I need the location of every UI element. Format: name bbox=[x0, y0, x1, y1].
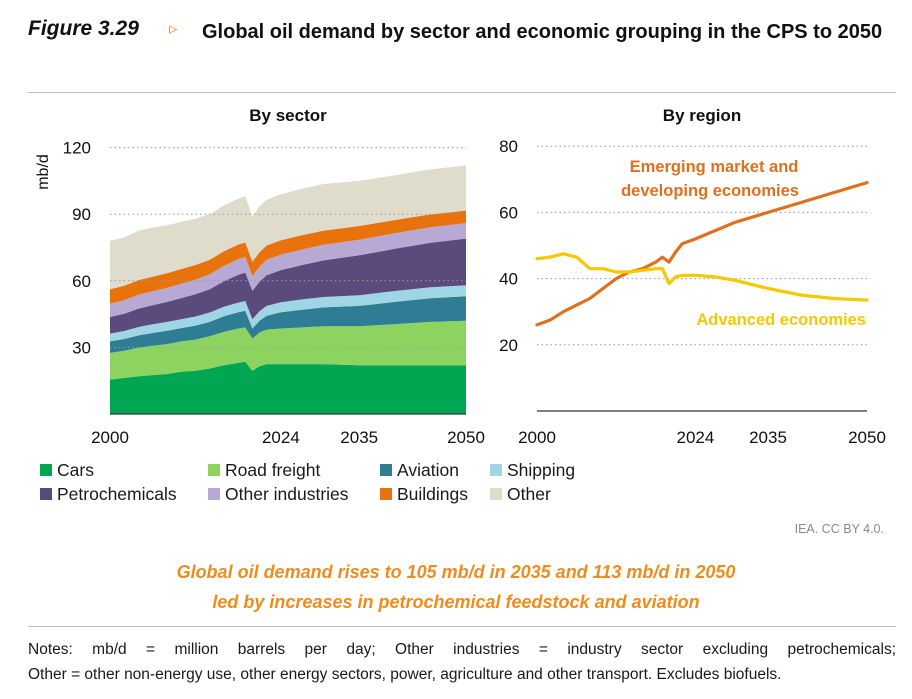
legend-item-aviation: Aviation bbox=[380, 459, 459, 481]
legend-label: Aviation bbox=[397, 460, 459, 480]
line-advanced-economies bbox=[535, 252, 869, 302]
area-aviation bbox=[110, 296, 466, 353]
figure-title: Global oil demand by sector and economic… bbox=[202, 21, 883, 43]
region-x-tick-2035: 2035 bbox=[749, 428, 787, 447]
notes: Notes: mb/d = million barrels per day; O… bbox=[28, 637, 896, 687]
legend-item-other: Other bbox=[490, 483, 551, 505]
sector-y-axis-label: mb/d bbox=[35, 154, 52, 190]
notes-line-1: Notes: mb/d = million barrels per day; O… bbox=[28, 641, 896, 658]
region-y-tick-80: 80 bbox=[499, 137, 518, 156]
figure-arrow-icon: ▹ bbox=[169, 19, 178, 38]
legend-label: Other industries bbox=[225, 484, 349, 504]
sector-chart-title: By sector bbox=[249, 106, 327, 125]
area-other bbox=[110, 165, 466, 290]
sector-y-tick-60: 60 bbox=[72, 272, 91, 291]
area-road-freight bbox=[110, 320, 466, 380]
label-advanced: Advanced economies bbox=[696, 311, 866, 329]
figure-label: Figure 3.29 bbox=[28, 17, 139, 40]
legend-swatch bbox=[40, 463, 52, 476]
legend-label: Cars bbox=[57, 460, 94, 480]
area-petrochemicals bbox=[110, 238, 466, 334]
sector-x-tick-2024: 2024 bbox=[262, 428, 300, 447]
legend-swatch bbox=[490, 487, 502, 500]
legend-item-other-industries: Other industries bbox=[208, 483, 349, 505]
legend-item-petrochemicals: Petrochemicals bbox=[40, 483, 177, 505]
area-buildings bbox=[110, 210, 466, 304]
region-y-tick-40: 40 bbox=[499, 270, 518, 289]
headline-line-2: led by increases in petrochemical feedst… bbox=[212, 592, 700, 612]
area-other-industries bbox=[110, 223, 466, 317]
legend-swatch bbox=[490, 463, 502, 476]
sector-x-tick-2035: 2035 bbox=[340, 428, 378, 447]
sector-x-tick-2000: 2000 bbox=[91, 428, 129, 447]
region-x-tick-2000: 2000 bbox=[518, 428, 556, 447]
legend-swatch bbox=[208, 487, 220, 500]
bottom-divider bbox=[28, 626, 896, 627]
credit: IEA. CC BY 4.0. bbox=[794, 522, 884, 536]
legend-item-buildings: Buildings bbox=[380, 483, 468, 505]
headline-line-1: Global oil demand rises to 105 mb/d in 2… bbox=[176, 562, 736, 582]
sector-y-tick-30: 30 bbox=[72, 338, 91, 357]
label-emerging-line-2: developing economies bbox=[621, 182, 799, 200]
region-x-tick-2024: 2024 bbox=[676, 428, 714, 447]
legend-label: Petrochemicals bbox=[57, 484, 177, 504]
legend-label: Other bbox=[507, 484, 551, 504]
legend-item-road-freight: Road freight bbox=[208, 459, 320, 481]
legend-label: Road freight bbox=[225, 460, 321, 480]
line-emerging-market-and-developing-economies bbox=[535, 181, 869, 327]
area-shipping bbox=[110, 285, 466, 342]
sector-x-tick-2050: 2050 bbox=[447, 428, 485, 447]
legend-swatch bbox=[208, 463, 220, 476]
region-y-tick-20: 20 bbox=[499, 336, 518, 355]
region-x-tick-2050: 2050 bbox=[848, 428, 886, 447]
sector-y-tick-90: 90 bbox=[72, 205, 91, 224]
legend-swatch bbox=[380, 463, 392, 476]
label-emerging-line-1: Emerging market and bbox=[630, 158, 799, 176]
legend-item-cars: Cars bbox=[40, 459, 94, 481]
area-cars bbox=[110, 361, 466, 414]
region-y-tick-60: 60 bbox=[499, 203, 518, 222]
region-chart-title: By region bbox=[663, 106, 741, 125]
legend: Cars Road freight Aviation Shipping Petroche… bbox=[40, 459, 600, 509]
sector-y-tick-120: 120 bbox=[63, 139, 91, 158]
top-divider bbox=[28, 92, 896, 93]
legend-swatch bbox=[40, 487, 52, 500]
legend-swatch bbox=[380, 487, 392, 500]
charts-canvas: By sector mb/d 30 60 90 120 2000 2024 2035 2050 By… bbox=[35, 106, 886, 447]
legend-item-shipping: Shipping bbox=[490, 459, 575, 481]
legend-label: Shipping bbox=[507, 460, 576, 480]
notes-line-2: Other = other non-energy use, other ener… bbox=[28, 666, 782, 683]
legend-label: Buildings bbox=[397, 484, 469, 504]
